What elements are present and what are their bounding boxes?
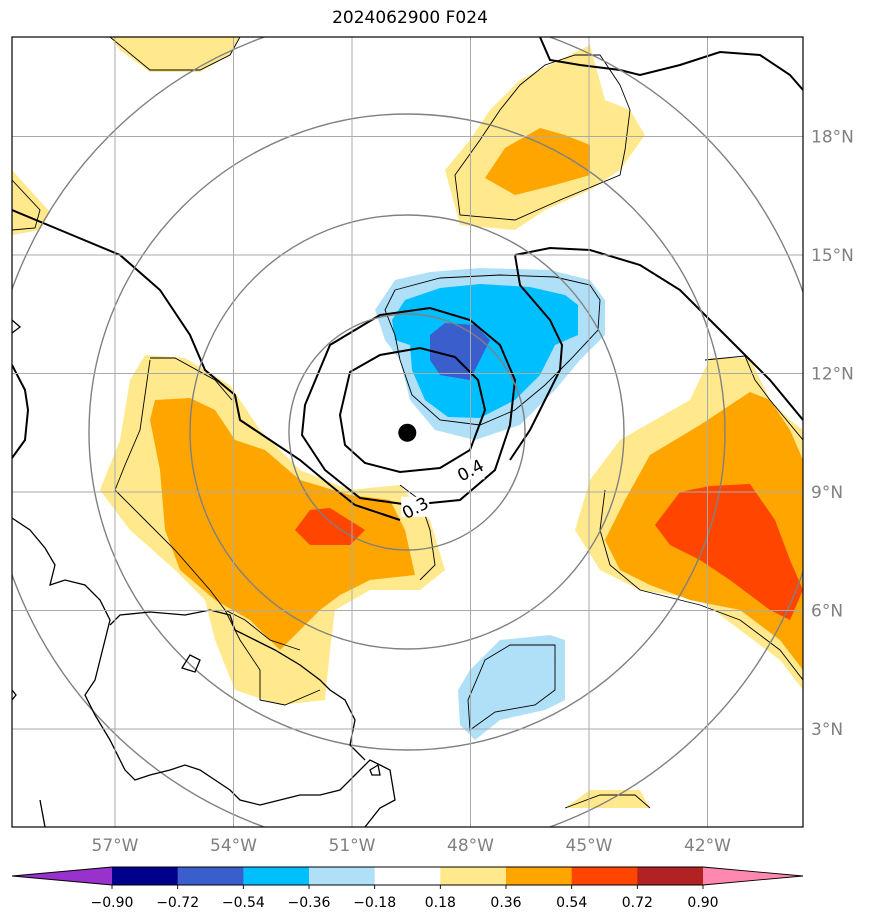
longitude-label: 48°W — [447, 836, 494, 856]
gridlines — [12, 37, 803, 827]
contour-ring-03 — [300, 306, 517, 507]
shading-area-east-054 — [655, 484, 803, 620]
colorbar-segment — [637, 867, 704, 885]
thick-contours — [12, 37, 803, 521]
colorbar-tick-label: 0.36 — [490, 895, 521, 911]
longitude-label: 54°W — [210, 836, 257, 856]
colorbar-segment — [506, 867, 573, 885]
colorbar-tick-label: −0.36 — [288, 895, 331, 911]
contour-line-west — [12, 209, 401, 521]
map-frame — [11, 36, 804, 828]
longitude-label: 45°W — [566, 836, 613, 856]
shading-area-center-054 — [430, 323, 490, 380]
colorbar-extend-high — [703, 867, 803, 885]
latitude-label: 9°N — [811, 483, 843, 503]
colorbar: −0.90 −0.72 −0.54 −0.36 −0.18 0.18 0.36 0.54 0.7… — [11, 866, 804, 911]
colorbar-tick-label: 0.18 — [425, 895, 456, 911]
storm-center-marker — [398, 423, 417, 442]
longitude-labels: 57°W 54°W 51°W 48°W 45°W 42°W — [92, 836, 732, 856]
range-rings — [12, 37, 803, 827]
colorbar-tick-label: −0.18 — [353, 895, 396, 911]
colorbar-segment — [243, 867, 310, 885]
latitude-label: 18°N — [811, 128, 854, 148]
contour-ring-04 — [338, 346, 487, 474]
latitude-label: 3°N — [811, 720, 843, 740]
colorbar-segment — [571, 867, 638, 885]
colorbar-tick-label: −0.90 — [91, 895, 134, 911]
latitude-label: 6°N — [811, 602, 843, 622]
shading-area-west-054 — [295, 508, 365, 545]
longitude-label: 51°W — [329, 836, 376, 856]
colorbar-tick-label: 0.72 — [622, 895, 653, 911]
shading-area-west-036 — [150, 398, 415, 650]
colorbar-segment — [177, 867, 244, 885]
colorbar-tick-label: −0.54 — [222, 895, 265, 911]
contour-line-east — [514, 246, 803, 421]
map-title: 2024062900 F024 — [332, 8, 488, 28]
shading-area-north-036 — [485, 128, 590, 195]
colorbar-tick-label: 0.90 — [687, 895, 718, 911]
colorbar-extend-low — [12, 867, 112, 885]
contour-label-bg — [401, 496, 430, 517]
colorbar-segment — [440, 867, 507, 885]
shading-negative-054 — [430, 323, 490, 380]
colorbar-tick-label: 0.54 — [556, 895, 587, 911]
colorbar-segment — [112, 867, 179, 885]
colorbar-segment — [374, 867, 441, 885]
shading-negative-036 — [392, 284, 578, 418]
shading-area-bottom — [565, 790, 650, 808]
shading-area-center-036 — [392, 284, 578, 418]
contour-label-bg — [456, 459, 485, 480]
contour-line-northeast — [539, 37, 803, 91]
colorbar-segment — [309, 867, 376, 885]
longitude-label: 57°W — [92, 836, 139, 856]
shading-positive-054 — [295, 484, 803, 620]
shading-area-left-edge — [12, 170, 50, 235]
coastline — [12, 319, 396, 827]
latitude-label: 12°N — [811, 365, 854, 385]
colorbar-tick-label: −0.72 — [156, 895, 199, 911]
longitude-label: 42°W — [684, 836, 731, 856]
latitude-label: 15°N — [811, 246, 854, 266]
latitude-labels: 18°N 15°N 12°N 9°N 6°N 3°N — [811, 128, 854, 741]
map-plot-area: 0.40.3 — [12, 37, 803, 827]
